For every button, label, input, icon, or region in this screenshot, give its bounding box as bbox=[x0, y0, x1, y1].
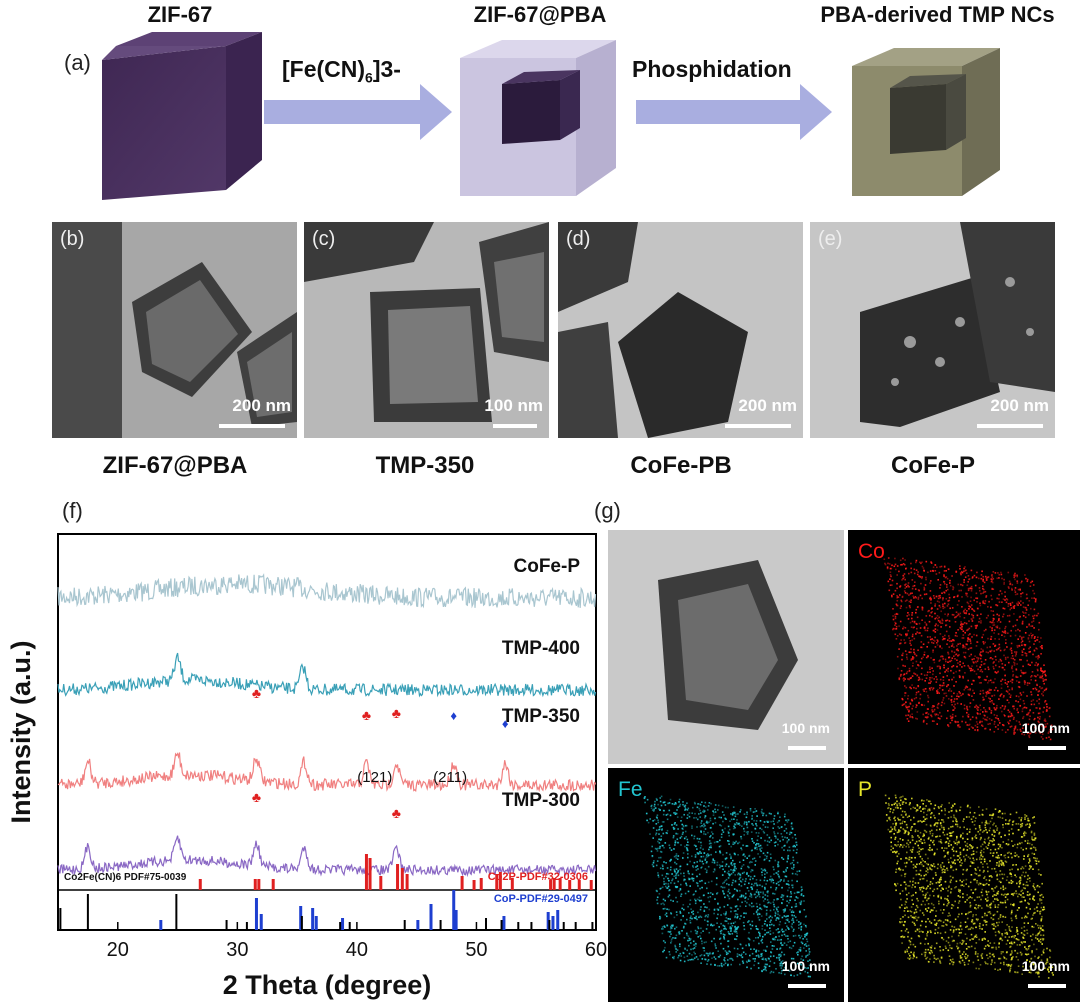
trace-label: TMP-350 bbox=[502, 706, 580, 727]
map-scale-bar bbox=[788, 984, 826, 988]
x-tick-label: 30 bbox=[226, 939, 248, 961]
title-zif67: ZIF-67 bbox=[147, 2, 213, 27]
xrd-trace-tmp-400 bbox=[57, 652, 597, 698]
caption-e: CoFe-P bbox=[891, 452, 975, 479]
title-tmp-ncs: PBA-derived TMP NCs bbox=[820, 2, 1055, 27]
scale-label: 100 nm bbox=[484, 396, 543, 415]
co2p-peak-marker: ♣ bbox=[252, 789, 261, 805]
xrd-chart: CoFe-P TMP-400 TMP-350 TMP-300 ♣ ♣ ♣ ♣ ♣ ♦ ♦ (121) (… bbox=[6, 533, 607, 1000]
cop-peak-marker: ♦ bbox=[450, 708, 457, 723]
map-scale-bar bbox=[1028, 746, 1066, 750]
map-scale-label: 100 nm bbox=[781, 720, 830, 736]
panel-letter: (c) bbox=[312, 228, 336, 250]
y-axis-label: Intensity (a.u.) bbox=[6, 640, 36, 823]
x-tick-label: 60 bbox=[585, 939, 607, 961]
ref-label-co2fe: Co2Fe(CN)6 PDF#75-0039 bbox=[64, 872, 187, 883]
arrow1-label: [Fe(CN)6]3- bbox=[282, 56, 401, 86]
x-tick-label: 50 bbox=[465, 939, 487, 961]
map-scale-label: 100 nm bbox=[781, 958, 830, 974]
scale-label: 200 nm bbox=[990, 396, 1049, 415]
zif67-pba-cube bbox=[460, 40, 616, 196]
map-scale-bar bbox=[1028, 984, 1066, 988]
panel-label-g: (g) bbox=[594, 498, 621, 523]
xrd-trace-cofe-p bbox=[57, 573, 597, 609]
cop-peak-marker: ♦ bbox=[502, 716, 509, 731]
co2p-peak-marker: ♣ bbox=[392, 805, 401, 821]
arrow-2 bbox=[636, 84, 832, 140]
x-tick-label: 20 bbox=[107, 939, 129, 961]
xrd-trace-tmp-300 bbox=[57, 835, 597, 878]
ref-label-co2p: Co2P-PDF#32-0306 bbox=[488, 871, 588, 883]
panel-letter: (e) bbox=[818, 228, 843, 250]
arrow-1 bbox=[264, 84, 452, 140]
trace-label: TMP-400 bbox=[502, 638, 580, 659]
eds-map-p: P 100 nm bbox=[848, 768, 1080, 1002]
scale-bar bbox=[977, 424, 1043, 428]
map-scale-bar bbox=[788, 746, 826, 750]
element-map-dots bbox=[884, 794, 1054, 979]
map-scale-label: 100 nm bbox=[1021, 958, 1070, 974]
tem-panel-d: (d) 200 nm bbox=[558, 222, 803, 438]
arrow2-label: Phosphidation bbox=[632, 56, 792, 82]
panel-letter: (d) bbox=[566, 228, 591, 250]
annotation-121: (121) bbox=[357, 769, 392, 786]
map-label-co: Co bbox=[858, 540, 885, 563]
scale-label: 200 nm bbox=[738, 396, 797, 415]
x-tick-label: 40 bbox=[346, 939, 368, 961]
caption-d: CoFe-PB bbox=[630, 452, 732, 479]
panel-label-a: (a) bbox=[64, 50, 91, 75]
map-scale-label: 100 nm bbox=[1021, 720, 1070, 736]
x-axis-label: 2 Theta (degree) bbox=[223, 970, 432, 1000]
title-zif67-pba: ZIF-67@PBA bbox=[473, 2, 607, 27]
scale-bar bbox=[725, 424, 791, 428]
eds-map-tem: 100 nm bbox=[608, 530, 844, 764]
scale-label: 200 nm bbox=[232, 396, 291, 415]
tem-panel-e: (e) 200 nm bbox=[810, 222, 1055, 438]
eds-map-co: Co 100 nm bbox=[848, 530, 1080, 764]
ref-label-cop: CoP-PDF#29-0497 bbox=[494, 893, 588, 905]
plot-frame bbox=[57, 533, 597, 931]
co2p-peak-marker: ♣ bbox=[392, 705, 401, 721]
map-label-p: P bbox=[858, 778, 873, 801]
panel-label-f: (f) bbox=[62, 498, 83, 523]
trace-label: TMP-300 bbox=[502, 790, 580, 811]
tem-panel-b: (b) 200 nm bbox=[52, 222, 297, 438]
element-map-dots bbox=[883, 557, 1054, 741]
xrd-trace-tmp-350 bbox=[57, 752, 597, 793]
tmp-cube bbox=[852, 48, 1000, 196]
tem-panel-c: (c) 100 nm bbox=[304, 222, 549, 438]
element-map-dots bbox=[643, 795, 811, 978]
trace-label: CoFe-P bbox=[514, 556, 581, 577]
co2p-peak-marker: ♣ bbox=[252, 685, 261, 701]
schematic-graphics bbox=[102, 32, 1000, 200]
eds-map-fe: Fe 100 nm bbox=[608, 768, 844, 1002]
caption-c: TMP-350 bbox=[375, 452, 475, 479]
caption-b: ZIF-67@PBA bbox=[102, 452, 248, 479]
co2p-peak-marker: ♣ bbox=[362, 707, 371, 723]
arrow1-label-tail: ]3- bbox=[372, 56, 401, 82]
annotation-211: (211) bbox=[433, 769, 467, 786]
panel-letter: (b) bbox=[60, 228, 85, 250]
zif67-cube bbox=[102, 32, 262, 200]
scale-bar bbox=[219, 424, 285, 428]
scale-bar bbox=[493, 424, 537, 428]
map-label-fe: Fe bbox=[618, 778, 643, 801]
